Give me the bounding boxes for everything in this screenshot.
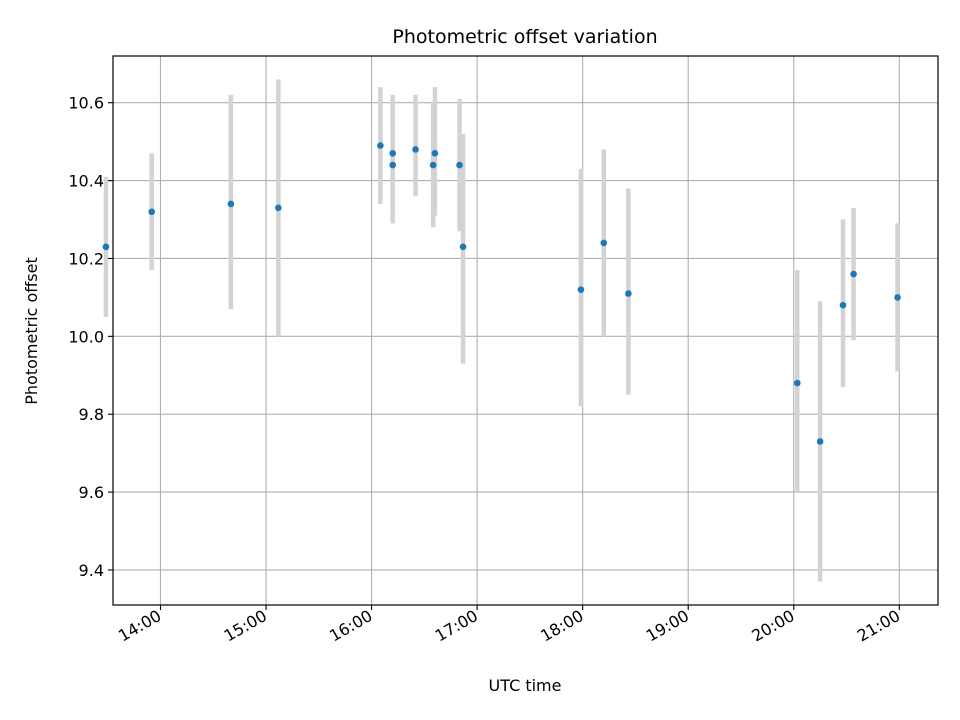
- plot-frame: [112, 55, 939, 606]
- data-point: [148, 208, 155, 216]
- y-tick-label: 10.0: [68, 327, 104, 346]
- data-point: [412, 146, 419, 153]
- data-point: [577, 286, 585, 293]
- data-point: [389, 161, 396, 169]
- data-point: [275, 204, 282, 212]
- y-tick-label: 9.6: [79, 483, 104, 502]
- y-tick-label: 9.8: [79, 405, 104, 424]
- data-point: [600, 239, 608, 247]
- data-point: [431, 150, 439, 157]
- y-tick-label: 10.6: [68, 94, 104, 113]
- y-axis-ticks: 9.4 9.6 9.8 10.0 10.2 10.4 10.6: [68, 94, 113, 580]
- y-tick-label: 10.4: [68, 172, 104, 191]
- data-point: [793, 379, 801, 387]
- data-point: [625, 290, 632, 297]
- data-point: [459, 243, 467, 251]
- data-point: [377, 142, 384, 149]
- data-point: [429, 161, 437, 169]
- data-point: [839, 301, 847, 309]
- y-axis-label: Photometric offset: [22, 257, 41, 405]
- x-axis-label: UTC time: [489, 676, 562, 695]
- chart-title: Photometric offset variation: [392, 26, 657, 48]
- data-point: [456, 161, 463, 169]
- data-point: [227, 200, 235, 208]
- data-point: [816, 438, 824, 445]
- plot-area: [113, 56, 938, 605]
- y-tick-label: 10.2: [68, 249, 104, 268]
- data-point: [389, 150, 396, 157]
- grid-layer: [113, 56, 938, 605]
- y-tick-label: 9.4: [79, 561, 104, 580]
- data-point: [850, 270, 857, 278]
- data-point: [894, 294, 901, 301]
- point-layer: [102, 142, 901, 445]
- data-point: [102, 243, 110, 251]
